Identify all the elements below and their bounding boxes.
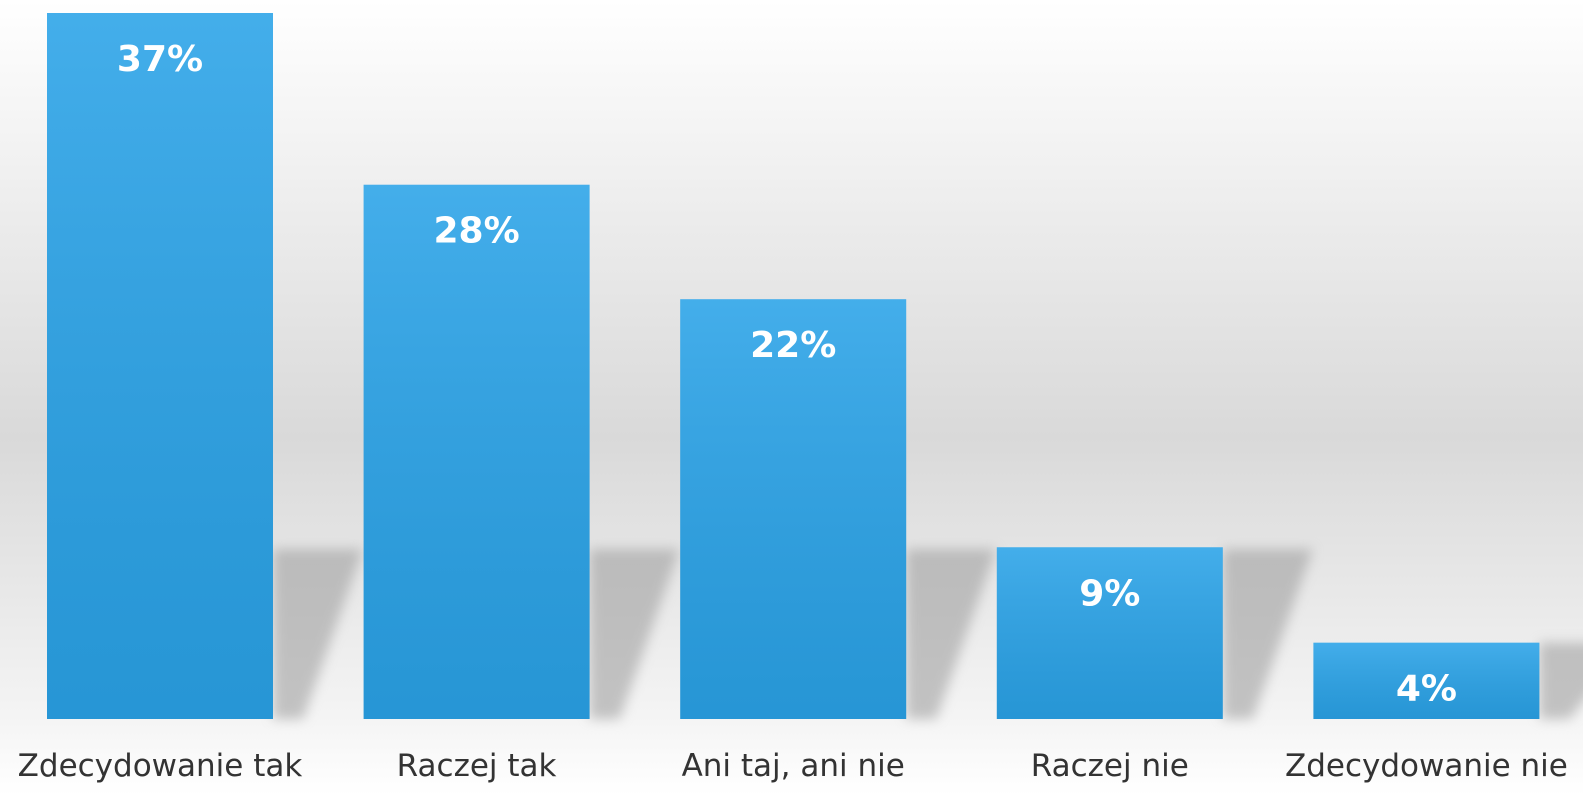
x-tick-label: Raczej tak <box>397 748 557 784</box>
value-label: 22% <box>750 325 836 366</box>
bar-sheen <box>680 299 907 719</box>
value-label: 28% <box>434 211 520 252</box>
bar-shadow <box>1539 642 1583 719</box>
bar-sheen <box>996 547 1223 719</box>
value-label: 4% <box>1396 669 1457 710</box>
bar-shadow <box>1222 549 1313 719</box>
value-label: 37% <box>117 39 203 80</box>
bar-shadow <box>273 549 363 719</box>
bar-sheen <box>1313 642 1540 719</box>
x-tick-label: Zdecydowanie nie <box>1285 748 1568 784</box>
bar-sheen <box>47 13 273 719</box>
x-tick-label: Zdecydowanie tak <box>18 748 303 784</box>
x-tick-label: Raczej nie <box>1031 748 1189 784</box>
x-tick-label: Ani taj, ani nie <box>682 748 905 784</box>
value-label: 9% <box>1079 573 1140 614</box>
bar-shadow <box>906 549 997 719</box>
bar-sheen <box>363 184 590 719</box>
bar-shadow <box>589 549 680 719</box>
